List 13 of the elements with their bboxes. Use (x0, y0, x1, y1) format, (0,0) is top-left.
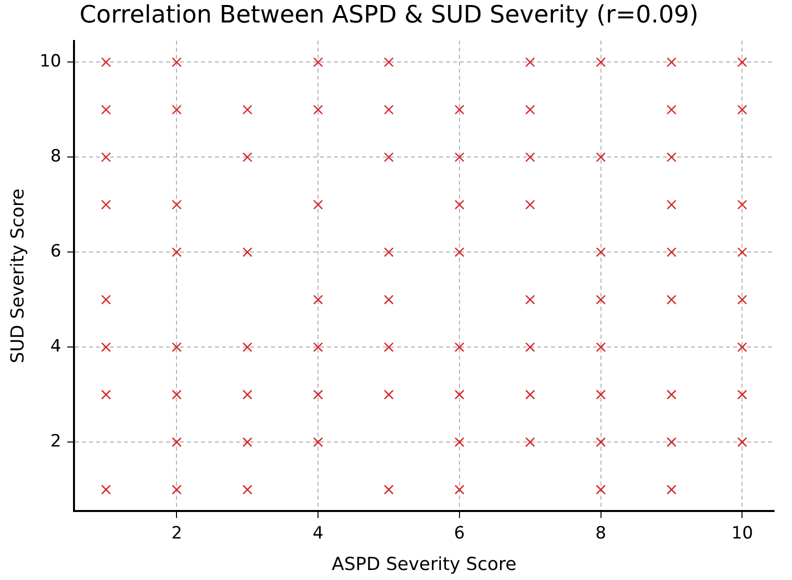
y-tick-label: 8 (50, 146, 62, 167)
x-tick-label: 4 (312, 524, 324, 544)
chart-title: Correlation Between ASPD & SUD Severity (r=0.09) (80, 0, 698, 29)
y-tick-label: 4 (50, 336, 62, 357)
y-tick-label: 10 (40, 52, 62, 72)
y-tick-label: 6 (50, 242, 62, 262)
x-tick-label: 2 (171, 524, 182, 544)
y-tick-label: 2 (50, 432, 62, 452)
x-tick-label: 6 (454, 524, 465, 544)
x-tick-label: 8 (595, 524, 606, 544)
x-axis-title: ASPD Severity Score (332, 554, 516, 575)
y-axis-title: SUD Severity Score (7, 188, 28, 364)
x-tick-label: 10 (731, 524, 754, 544)
